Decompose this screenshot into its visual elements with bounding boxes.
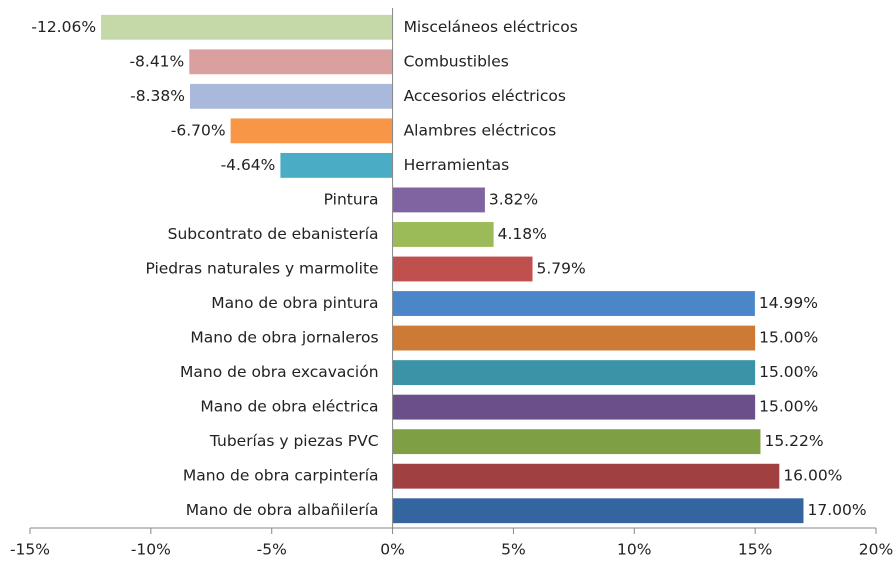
bar: [392, 222, 494, 247]
bar: [392, 429, 761, 455]
bar: [280, 152, 393, 178]
x-tick-label: -5%: [257, 541, 287, 559]
bar: [392, 498, 804, 524]
bar: [392, 187, 485, 213]
bar: [392, 291, 755, 316]
value-label: -8.41%: [129, 52, 184, 70]
x-tick-label: 0%: [380, 541, 405, 559]
value-label: 15.22%: [764, 432, 823, 450]
bar: [392, 325, 756, 351]
category-label: Tuberías y piezas PVC: [209, 432, 379, 450]
value-label: 15.00%: [759, 363, 818, 381]
x-tick-label: -15%: [10, 541, 50, 559]
category-label: Subcontrato de ebanistería: [168, 225, 379, 243]
category-label: Piedras naturales y marmolite: [145, 260, 378, 278]
category-label: Mano de obra excavación: [180, 363, 379, 381]
value-label: 3.82%: [489, 190, 538, 208]
x-tick-label: 10%: [617, 541, 651, 559]
category-label: Misceláneos eléctricos: [404, 18, 578, 36]
x-tick-label: 20%: [859, 541, 893, 559]
category-label: Combustibles: [404, 52, 509, 70]
category-label: Alambres eléctricos: [404, 121, 557, 139]
bar: [392, 463, 780, 489]
bar: [392, 256, 533, 282]
category-label: Mano de obra jornaleros: [190, 329, 378, 347]
value-label: 5.79%: [537, 260, 586, 278]
value-label: -8.38%: [130, 87, 185, 105]
category-label: Mano de obra carpintería: [183, 467, 379, 485]
category-label: Mano de obra pintura: [211, 294, 378, 312]
value-label: 4.18%: [498, 225, 547, 243]
value-label: 15.00%: [759, 329, 818, 347]
bar: [189, 49, 393, 75]
category-label: Mano de obra albañilería: [186, 501, 379, 519]
category-label: Mano de obra eléctrica: [200, 398, 378, 416]
bar: [392, 360, 756, 386]
value-label: 17.00%: [807, 501, 866, 519]
bar: [392, 394, 756, 420]
value-label: 15.00%: [759, 398, 818, 416]
category-label: Herramientas: [404, 156, 510, 174]
value-label: -12.06%: [31, 18, 96, 36]
x-tick-label: 15%: [738, 541, 772, 559]
value-label: -6.70%: [171, 121, 226, 139]
value-label: 14.99%: [759, 294, 818, 312]
category-label: Pintura: [324, 190, 379, 208]
bar: [230, 118, 393, 144]
x-tick-label: -10%: [131, 541, 171, 559]
category-label: Accesorios eléctricos: [404, 87, 566, 105]
value-label: 16.00%: [783, 467, 842, 485]
x-tick-label: 5%: [501, 541, 526, 559]
bar: [190, 83, 393, 109]
bar: [101, 14, 393, 40]
value-label: -4.64%: [221, 156, 276, 174]
